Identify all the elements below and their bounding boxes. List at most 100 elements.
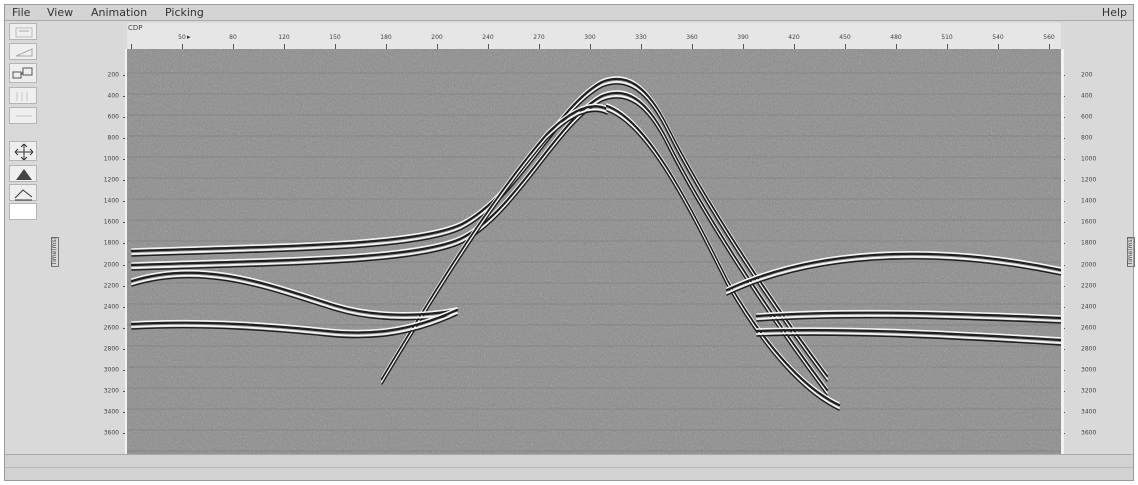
right-flank-reflector (756, 314, 1061, 322)
left-flank-reflector (130, 308, 459, 334)
cdp-axis-label: 300 (584, 34, 596, 41)
time-axis-label: 3600 (1081, 429, 1097, 437)
section-right-edge (1061, 49, 1064, 457)
time-axis-label: 1600 (103, 218, 119, 226)
time-axis-label: 200 (1081, 71, 1093, 79)
right-flank-reflector (756, 316, 1061, 324)
fault-tool-icon (14, 189, 33, 201)
scale-tool-icon (10, 204, 38, 221)
time-axis-label: 3200 (1081, 387, 1097, 395)
menu-help[interactable]: Help (1101, 6, 1127, 19)
cdp-axis-tick (488, 44, 489, 49)
left-flank-reflector (131, 312, 458, 337)
menu-file[interactable]: File (12, 6, 31, 19)
cdp-axis-tick (539, 44, 540, 49)
cdp-axis-label: 120 (278, 34, 290, 41)
cdp-axis-label: 270 (533, 34, 545, 41)
menu-view[interactable]: View (47, 6, 74, 19)
right-flank-reflector (725, 252, 1061, 292)
cdp-axis-tick (743, 44, 744, 49)
move-tool-button[interactable] (9, 141, 37, 161)
right-flank-reflector (756, 309, 1061, 317)
cdp-axis-label: 200 (431, 34, 443, 41)
time-axis-label: 3000 (103, 366, 119, 374)
cdp-axis-label: 50 (178, 34, 186, 41)
fault-tool-button[interactable] (9, 184, 37, 201)
left-flank-reflector (131, 274, 458, 319)
cdp-axis-title: CDP (128, 24, 143, 32)
cdp-axis-tick (1049, 44, 1050, 49)
time-axis-label: 1400 (1081, 197, 1097, 205)
time-axis-label: 2000 (103, 261, 119, 269)
zoom-tool-button[interactable] (9, 43, 37, 60)
right-flank-reflector (755, 311, 1061, 320)
cdp-axis-tick (131, 44, 132, 49)
cdp-axis-tick (335, 44, 336, 49)
horizon-tool-button[interactable] (9, 165, 37, 182)
cdp-axis-tick (896, 44, 897, 49)
time-axis-right-title-text: Time(ms) (1127, 237, 1134, 266)
time-axis-label: 200 (107, 71, 119, 79)
anticline-reflector (131, 83, 828, 382)
right-flank-reflector (726, 255, 1061, 294)
time-axis-label: 2000 (1081, 261, 1097, 269)
cdp-axis-label: 510 (941, 34, 953, 41)
cdp-axis-label: 150 (329, 34, 341, 41)
seismic-section-canvas[interactable] (127, 49, 1061, 457)
zoom-tool-icon (15, 48, 33, 57)
time-gridlines (127, 72, 1061, 452)
time-axis-left-title: Time(ms) (51, 237, 61, 267)
cdp-axis-label: 480 (890, 34, 902, 41)
cdp-axis-tick (998, 44, 999, 49)
seismic-viewer-window: File View Animation Picking Help (4, 4, 1135, 481)
trace-tool-button[interactable] (9, 87, 37, 104)
cdp-axis-tick (794, 44, 795, 49)
cdp-axis-label: 420 (788, 34, 800, 41)
pick-tool-button[interactable] (9, 107, 37, 124)
time-axis-label: 2800 (1081, 345, 1097, 353)
cdp-axis-tick (641, 44, 642, 49)
menu-picking[interactable]: Picking (165, 6, 204, 19)
pick-tool-icon (16, 115, 32, 117)
time-axis-label: 1000 (103, 155, 119, 163)
time-axis-label: 400 (107, 92, 119, 100)
time-axis-label: 3200 (103, 387, 119, 395)
seismic-section-image (127, 49, 1061, 457)
cdp-axis-label: 560 (1043, 34, 1055, 41)
menu-animation[interactable]: Animation (91, 6, 148, 19)
right-flank-reflector (755, 329, 1061, 342)
cdp-axis-label: 240 (482, 34, 494, 41)
cdp-axis-tick (182, 44, 183, 49)
time-axis-label: 3000 (1081, 366, 1097, 374)
select-tool-icon (15, 27, 33, 38)
right-flank-reflector (726, 251, 1061, 289)
cdp-axis-label: 540 (992, 34, 1004, 41)
right-flank-reflector (726, 258, 1061, 296)
horizon-tool-icon (16, 169, 32, 180)
cdp-axis-label: 390 (737, 34, 749, 41)
pan-tool-button[interactable] (9, 63, 37, 83)
cdp-axis-label: 80 (229, 34, 237, 41)
left-flank-reflector (131, 269, 458, 314)
cdp-axis-tick (437, 44, 438, 49)
time-axis-label: 800 (107, 134, 119, 142)
reflector-events (130, 76, 1061, 411)
select-tool-button[interactable] (9, 23, 37, 40)
time-axis-label: 3600 (103, 429, 119, 437)
cdp-axis-tick (386, 44, 387, 49)
time-axis-label: 2400 (1081, 303, 1097, 311)
right-flank-reflector (756, 327, 1061, 339)
time-axis-label: 600 (107, 113, 119, 121)
left-flank-reflector (131, 276, 458, 321)
time-axis-label: 600 (1081, 113, 1093, 121)
time-axis-label: 1800 (103, 239, 119, 247)
cdp-axis-label: 450 (839, 34, 851, 41)
anticline-reflector (130, 77, 829, 378)
cdp-axis-tick (590, 44, 591, 49)
section-left-edge (125, 49, 127, 457)
time-axis-label: 1000 (1081, 155, 1097, 163)
cdp-axis-tick (845, 44, 846, 49)
menu-bar: File View Animation Picking Help (5, 5, 1133, 21)
cdp-axis-tick (947, 44, 948, 49)
scale-tool-button[interactable] (9, 203, 37, 220)
